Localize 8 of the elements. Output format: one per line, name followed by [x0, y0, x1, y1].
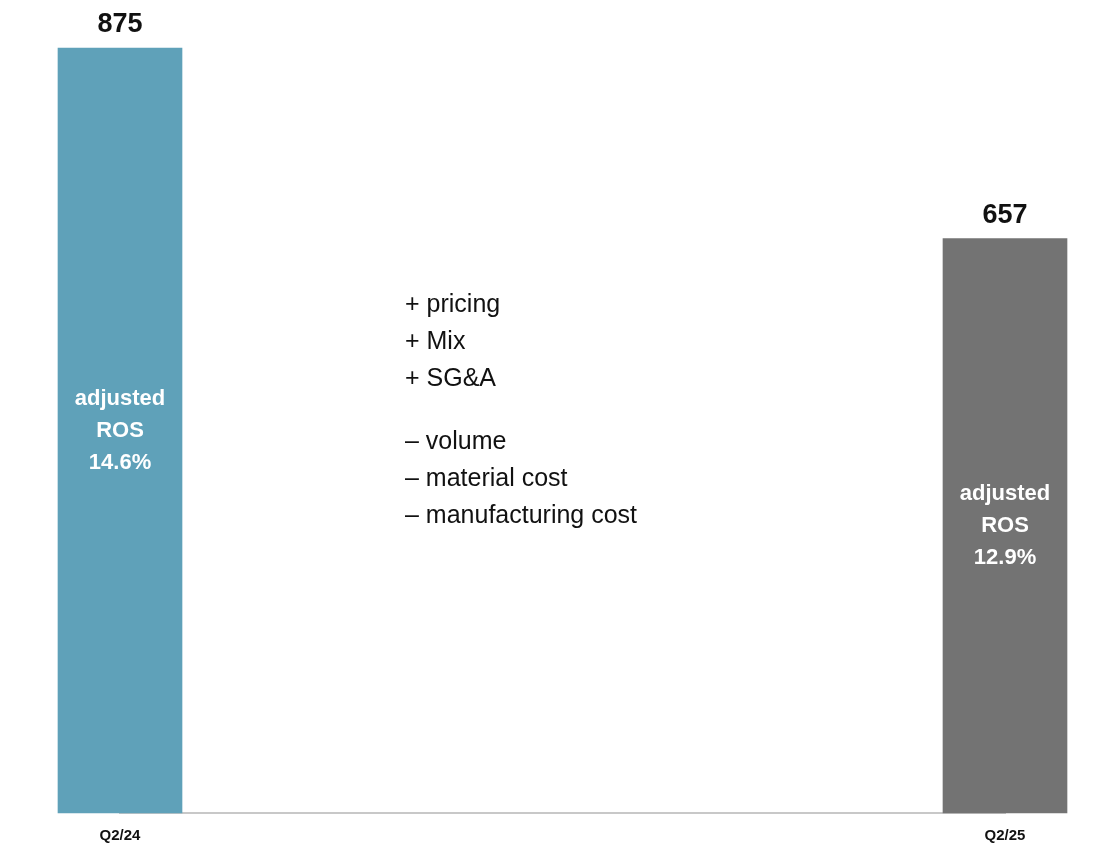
- annotation: + pricing + Mix + SG&A: [405, 288, 502, 393]
- data-label: 875: [97, 7, 143, 38]
- annotation: adjusted ROS 14.6%: [74, 384, 166, 474]
- x-tick-label: Q2/24: [99, 826, 142, 844]
- data-label: 657: [982, 198, 1028, 229]
- annotation: – volume – material cost – manufacturing cost: [405, 425, 638, 530]
- x-tick-label: Q2/25: [984, 826, 1026, 844]
- annotation: adjusted ROS 12.9%: [959, 479, 1051, 569]
